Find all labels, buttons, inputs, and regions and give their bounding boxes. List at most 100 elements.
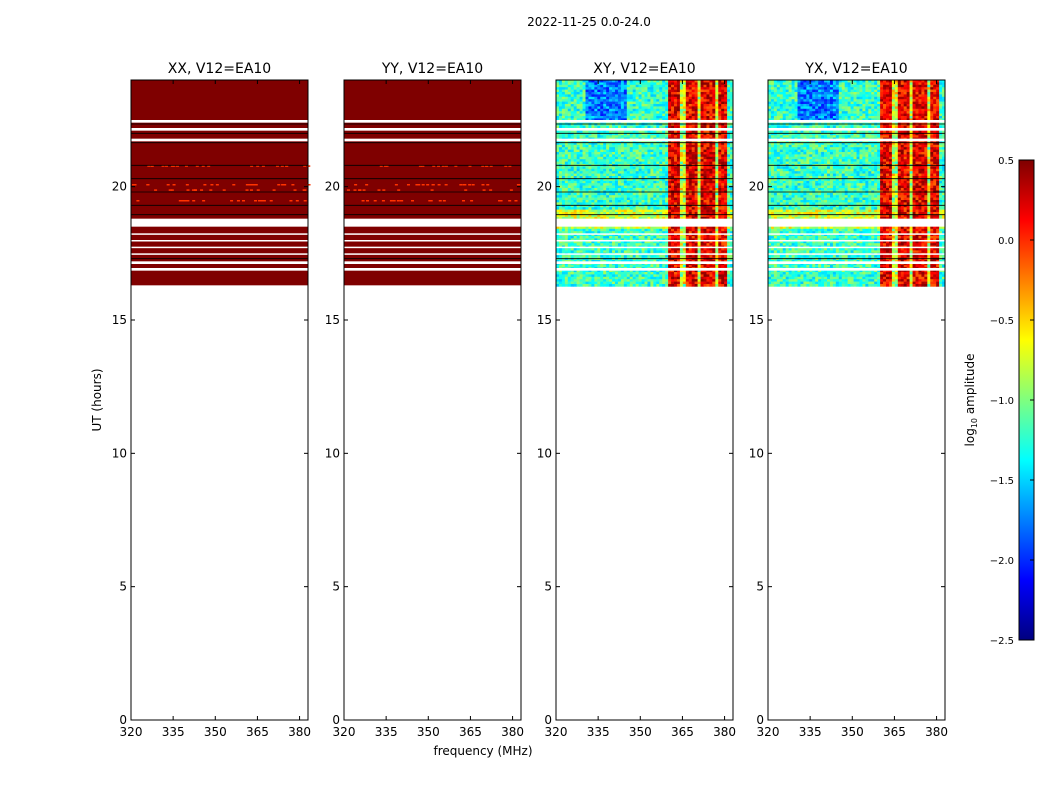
heatmap-cell — [600, 159, 603, 162]
heatmap-cell — [627, 193, 630, 196]
heatmap-cell — [668, 195, 671, 198]
heatmap-cell — [603, 102, 606, 105]
heatmap-cell — [630, 145, 633, 148]
heatmap-cell — [577, 157, 580, 160]
heatmap-cell — [677, 82, 680, 85]
heatmap-cell — [618, 169, 621, 172]
heatmap-cell — [588, 159, 591, 162]
heatmap-cell — [618, 265, 621, 268]
heatmap-cell — [659, 171, 662, 174]
heatmap-cell — [671, 116, 674, 119]
heatmap-cell — [680, 207, 683, 210]
heatmap-cell — [698, 162, 701, 165]
heatmap-cell — [642, 174, 645, 177]
heatmap-cell — [689, 162, 692, 165]
heatmap-cell — [597, 250, 600, 253]
heatmap-cell — [659, 87, 662, 90]
heatmap-cell — [577, 198, 580, 201]
heatmap-cell — [704, 162, 707, 165]
heatmap-cell — [662, 154, 665, 157]
heatmap-cell — [571, 94, 574, 97]
heatmap-cell — [668, 116, 671, 119]
heatmap-cell — [698, 229, 701, 232]
heatmap-cell — [600, 90, 603, 93]
heatmap-cell — [683, 174, 686, 177]
flagged-gap — [344, 253, 521, 255]
heatmap-cell — [721, 87, 724, 90]
heatmap-cell — [588, 92, 591, 95]
heatmap-cell — [683, 210, 686, 213]
heatmap-cell — [686, 174, 689, 177]
heatmap-cell — [701, 200, 704, 203]
heatmap-cell — [639, 183, 642, 186]
heatmap-cell — [618, 183, 621, 186]
heatmap-cell — [639, 104, 642, 107]
heatmap-cell — [671, 150, 674, 153]
heatmap-cell — [627, 236, 630, 239]
heatmap-cell — [674, 255, 677, 258]
heatmap-cell — [645, 102, 648, 105]
heatmap-cell — [591, 104, 594, 107]
heatmap-cell — [647, 109, 650, 112]
heatmap-cell — [618, 250, 621, 253]
heatmap-cell — [603, 157, 606, 160]
heatmap-cell — [718, 157, 721, 160]
heatmap-cell — [580, 255, 583, 258]
heatmap-cell — [562, 135, 565, 138]
heatmap-cell — [606, 97, 609, 100]
heatmap-cell — [636, 150, 639, 153]
heatmap-cell — [709, 157, 712, 160]
heatmap-cell — [659, 159, 662, 162]
heatmap-cell — [686, 109, 689, 112]
heatmap-cell — [671, 106, 674, 109]
heatmap-cell — [586, 250, 589, 253]
heatmap-cell — [618, 152, 621, 155]
heatmap-cell — [656, 157, 659, 160]
heatmap-cell — [559, 82, 562, 85]
heatmap-cell — [671, 226, 674, 229]
heatmap-cell — [674, 159, 677, 162]
heatmap-cell — [624, 157, 627, 160]
speckle — [270, 200, 273, 202]
heatmap-cell — [621, 97, 624, 100]
heatmap-cell — [715, 154, 718, 157]
heatmap-cell — [630, 102, 633, 105]
heatmap-cell — [588, 166, 591, 169]
heatmap-cell — [577, 150, 580, 153]
heatmap-cell — [704, 243, 707, 246]
heatmap-cell — [609, 174, 612, 177]
heatmap-cell — [695, 90, 698, 93]
heatmap-cell — [701, 82, 704, 85]
heatmap-cell — [580, 162, 583, 165]
heatmap-cell — [600, 104, 603, 107]
heatmap-cell — [692, 250, 695, 253]
heatmap-cell — [680, 159, 683, 162]
heatmap-cell — [568, 130, 571, 133]
heatmap-cell — [724, 114, 727, 117]
heatmap-cell — [630, 114, 633, 117]
heatmap-cell — [712, 169, 715, 172]
heatmap-cell — [645, 171, 648, 174]
heatmap-cell — [671, 92, 674, 95]
heatmap-cell — [692, 111, 695, 114]
heatmap-cell — [565, 102, 568, 105]
heatmap-cell — [650, 135, 653, 138]
heatmap-cell — [594, 166, 597, 169]
heatmap-cell — [603, 181, 606, 184]
heatmap-cell — [683, 243, 686, 246]
heatmap-cell — [704, 169, 707, 172]
heatmap-cell — [718, 183, 721, 186]
heatmap-cell — [647, 193, 650, 196]
heatmap-cell — [562, 188, 565, 191]
heatmap-cell — [571, 111, 574, 114]
heatmap-cell — [586, 207, 589, 210]
heatmap-cell — [653, 97, 656, 100]
heatmap-cell — [597, 126, 600, 129]
heatmap-cell — [674, 116, 677, 119]
heatmap-cell — [712, 200, 715, 203]
heatmap-cell — [603, 94, 606, 97]
heatmap-cell — [659, 188, 662, 191]
heatmap-cell — [574, 97, 577, 100]
heatmap-cell — [591, 181, 594, 184]
heatmap-cell — [677, 169, 680, 172]
